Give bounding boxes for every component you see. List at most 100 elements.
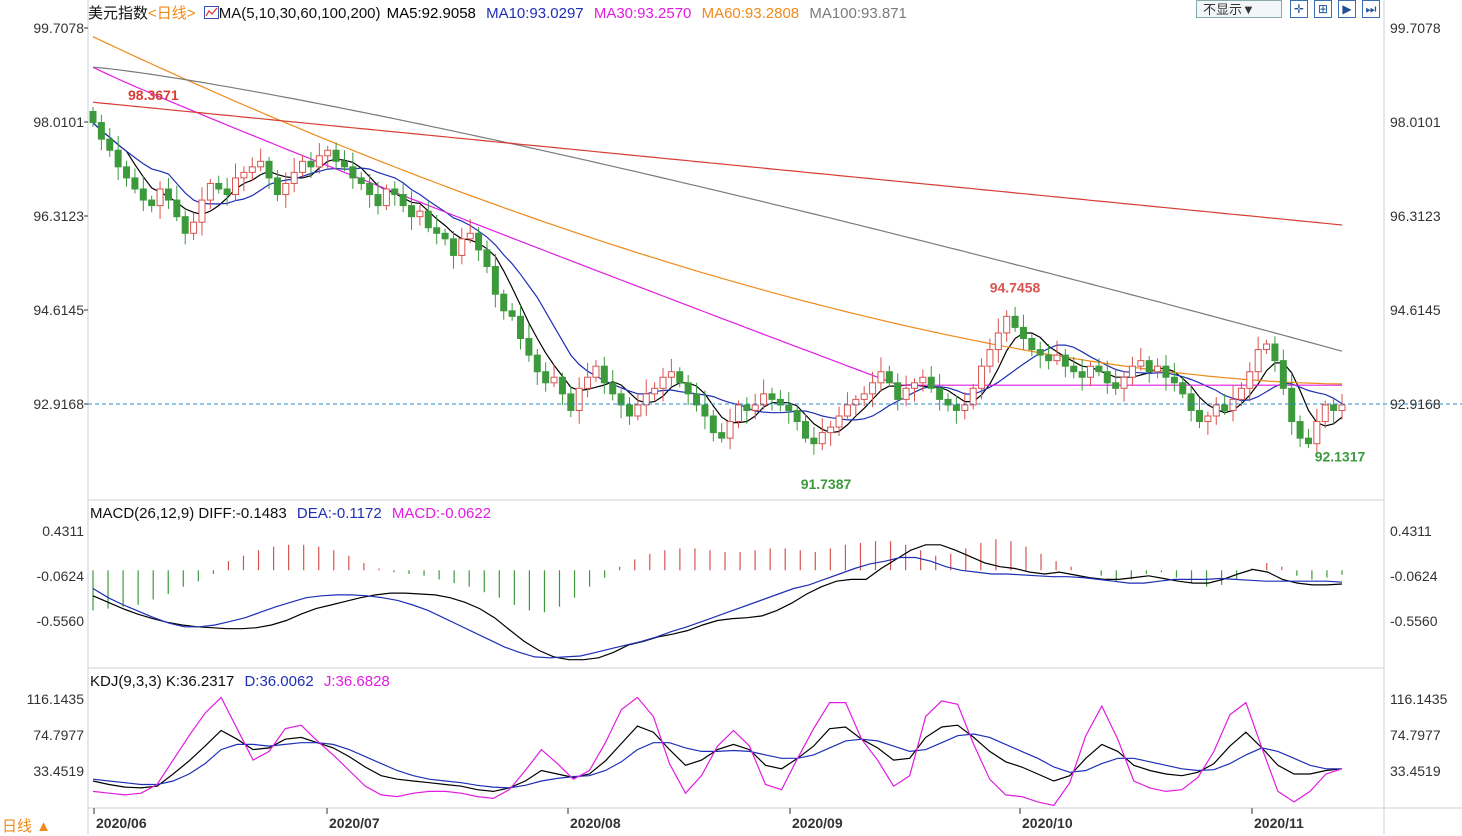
candle-body	[315, 155, 323, 168]
x-tick-label: 2020/08	[570, 815, 621, 831]
candle-body	[651, 387, 659, 395]
y-tick-left: 96.3123	[33, 208, 84, 224]
kdj-d-line	[92, 733, 1342, 789]
candle-body	[701, 404, 709, 417]
kdj-y-ticks-right: 116.1435 74.7977 33.4519	[1390, 691, 1448, 779]
macd-y-tick-left: 0.4311	[42, 523, 84, 539]
candle-body	[550, 376, 558, 384]
kdj-y-tick-left: 33.4519	[33, 763, 84, 779]
macd-diff: DIFF:-0.1483	[198, 505, 287, 522]
crosshair-icon[interactable]: ✛	[1290, 0, 1308, 18]
candle-body	[181, 216, 189, 234]
y-tick-right: 96.3123	[1390, 208, 1441, 224]
play-icon[interactable]: ▶	[1338, 0, 1356, 18]
candle-body	[894, 382, 902, 400]
candle-body	[1187, 393, 1195, 411]
candle-body	[1204, 415, 1212, 423]
macd-params: MACD(26,12,9)	[90, 505, 195, 522]
candle-body	[760, 393, 768, 406]
y-tick-right: 99.7078	[1390, 20, 1441, 36]
zoom-in-icon[interactable]: ⊞	[1314, 0, 1332, 18]
candle-body	[148, 199, 156, 207]
candle-body	[910, 382, 918, 389]
period-tag[interactable]: <日线>	[148, 5, 196, 22]
candle-body	[793, 409, 801, 423]
forward-icon[interactable]: ⏭	[1362, 0, 1380, 18]
candle-body	[1003, 315, 1011, 334]
candle-body	[1070, 365, 1078, 373]
candle-body	[391, 188, 399, 196]
macd-y-tick-left: -0.0624	[37, 568, 85, 584]
candle-body	[1246, 371, 1254, 389]
ma10-line	[92, 122, 1343, 421]
candle-body	[810, 437, 818, 445]
candle-body	[877, 371, 885, 384]
kdj-j: J:36.6828	[323, 673, 390, 690]
macd-dea: DEA:-0.1172	[296, 505, 382, 522]
candle-body	[1053, 354, 1061, 362]
candle-body	[860, 393, 868, 400]
y-tick-left: 92.9168	[33, 396, 84, 412]
candle-body	[449, 238, 457, 256]
candle-body	[424, 210, 432, 229]
y-tick-right: 98.0101	[1390, 114, 1441, 130]
candle-body	[1170, 376, 1178, 384]
candle-body	[592, 365, 600, 378]
panel-borders	[87, 0, 1462, 834]
candle-body	[340, 160, 348, 168]
macd-diff-line	[92, 544, 1343, 661]
candle-body	[584, 376, 592, 389]
candle-body	[944, 398, 952, 406]
x-tick-label: 2020/11	[1254, 815, 1304, 831]
candle-body	[500, 293, 508, 312]
candle-body	[248, 166, 256, 173]
candle-body	[1036, 349, 1044, 356]
kdj-y-tick-right: 116.1435	[1390, 691, 1448, 707]
y-tick-left: 99.7078	[33, 20, 84, 36]
x-tick-label: 2020/10	[1022, 815, 1073, 831]
candle-body	[609, 382, 617, 395]
candle-body	[408, 205, 416, 218]
main-y-ticks-left: 99.7078 98.0101 96.3123 94.6145 92.9168	[33, 20, 88, 412]
kdj-k-line	[92, 724, 1343, 793]
candle-body	[734, 404, 742, 423]
candle-body	[1271, 343, 1279, 362]
kdj-y-tick-right: 74.7977	[1390, 727, 1441, 743]
candle-body	[273, 177, 281, 196]
ma100-value: MA100:93.871	[809, 5, 907, 22]
candle-body	[1195, 409, 1203, 423]
candle-body	[969, 387, 977, 406]
ma100-line	[92, 66, 1343, 352]
x-tick-label: 2020/07	[329, 815, 380, 831]
candle-body	[785, 404, 793, 411]
candle-body	[131, 177, 139, 190]
candle-body	[206, 182, 214, 201]
candle-body	[667, 371, 675, 378]
kdj-lines	[92, 696, 1343, 807]
candle-body	[89, 110, 97, 124]
candle-body	[198, 199, 206, 223]
candle-body	[617, 393, 625, 406]
candle-body	[123, 166, 131, 179]
candle-body	[1162, 365, 1170, 378]
ma-lines	[92, 36, 1343, 434]
hide-dropdown[interactable]: 不显示▼	[1196, 0, 1282, 18]
candle-body	[232, 177, 240, 196]
candle-body	[743, 404, 751, 411]
macd-y-ticks-left: 0.4311 -0.0624 -0.5560	[37, 523, 85, 629]
candle-body	[634, 404, 642, 417]
candle-body	[349, 166, 357, 179]
annotation-low: 91.7387	[801, 476, 852, 492]
candle-body	[827, 426, 835, 434]
macd-histogram	[92, 539, 1343, 613]
candle-body	[852, 398, 860, 406]
candle-body	[139, 188, 147, 201]
x-tick-label: 2020/09	[792, 815, 843, 831]
period-selector[interactable]: 日线 ▲	[2, 818, 52, 835]
macd-header: MACD(26,12,9) DIFF:-0.1483 DEA:-0.1172 M…	[90, 505, 491, 522]
ma-settings-icon[interactable]	[203, 6, 219, 19]
candle-body	[1313, 421, 1321, 445]
candle-body	[533, 354, 541, 373]
y-tick-left: 94.6145	[33, 302, 84, 318]
